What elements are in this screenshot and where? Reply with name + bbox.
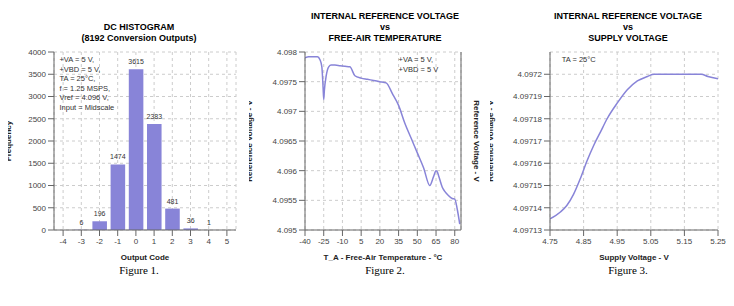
svg-text:4.95: 4.95	[609, 237, 625, 246]
svg-text:3615: 3615	[128, 58, 144, 65]
svg-text:65: 65	[432, 237, 441, 246]
html-text:INTERNAL REFERENCE VOLTAGE vs: INTERNAL REFERENCE VOLTAGE vs FREE-AIR T…	[311, 11, 459, 43]
svg-text:4.0972: 4.0972	[518, 70, 543, 79]
svg-text:4.09718: 4.09718	[513, 115, 542, 124]
svg-text:1: 1	[152, 237, 157, 246]
svg-text:4.097: 4.097	[277, 107, 298, 116]
svg-text:1: 1	[207, 219, 211, 226]
svg-text:Reference Voltage - V: Reference Voltage - V	[249, 100, 254, 182]
svg-text:1474: 1474	[110, 153, 126, 160]
html-text:+VA = 5 V, +VBD = 5 V, TA = 25: +VA = 5 V, +VBD = 5 V, TA = 25°C, f = 1.…	[59, 55, 115, 112]
svg-text:Reference Voltage - V: Reference Voltage - V	[490, 100, 495, 182]
html-text:Figure 2.: Figure 2.	[365, 264, 405, 276]
svg-text:4.0965: 4.0965	[273, 137, 298, 146]
svg-text:-3: -3	[78, 237, 86, 246]
html-text:+VA = 5 V, +VBD = 5 V: +VA = 5 V, +VBD = 5 V	[398, 55, 439, 74]
svg-text:0: 0	[134, 237, 139, 246]
svg-text:-40: -40	[299, 237, 311, 246]
svg-text:0: 0	[42, 226, 47, 235]
svg-text:4.095: 4.095	[277, 226, 298, 235]
svg-text:80: 80	[450, 237, 459, 246]
svg-text:-25: -25	[318, 237, 330, 246]
svg-text:4.09719: 4.09719	[513, 92, 542, 101]
svg-text:2: 2	[170, 237, 175, 246]
html-text:Figure 1.: Figure 1.	[119, 264, 159, 276]
svg-text:-10: -10	[337, 237, 349, 246]
svg-text:T_A - Free-Air Temperature - °: T_A - Free-Air Temperature - °C	[324, 253, 443, 262]
svg-text:2500: 2500	[28, 115, 46, 124]
svg-text:481: 481	[167, 198, 179, 205]
html-text:DC HISTOGRAM (8192 Conversion: DC HISTOGRAM (8192 Conversion Outputs)	[81, 22, 197, 43]
svg-text:4.09716: 4.09716	[513, 159, 542, 168]
svg-text:-4: -4	[60, 237, 68, 246]
svg-text:3500: 3500	[28, 70, 46, 79]
svg-text:4.09713: 4.09713	[513, 226, 542, 235]
svg-text:3000: 3000	[28, 92, 46, 101]
svg-text:4000: 4000	[28, 48, 46, 57]
svg-text:5: 5	[225, 237, 230, 246]
svg-text:5: 5	[359, 237, 364, 246]
svg-text:4.09715: 4.09715	[513, 181, 542, 190]
html-text:TA = 25°C: TA = 25°C	[561, 55, 596, 64]
svg-text:4.0975: 4.0975	[273, 78, 298, 87]
svg-text:5.25: 5.25	[710, 237, 726, 246]
svg-text:196: 196	[94, 210, 106, 217]
svg-text:35: 35	[394, 237, 403, 246]
svg-text:4.09717: 4.09717	[513, 137, 542, 146]
svg-text:2383: 2383	[146, 113, 162, 120]
svg-text:4.096: 4.096	[277, 167, 298, 176]
svg-text:4.098: 4.098	[277, 48, 298, 57]
svg-text:1000: 1000	[28, 181, 46, 190]
svg-text:2000: 2000	[28, 137, 46, 146]
svg-text:Output Code: Output Code	[121, 253, 170, 262]
svg-text:5.05: 5.05	[643, 237, 659, 246]
svg-text:Reference Voltage - V: Reference Voltage - V	[472, 100, 481, 182]
svg-text:1500: 1500	[28, 159, 46, 168]
svg-text:6: 6	[80, 219, 84, 226]
svg-text:36: 36	[187, 217, 195, 224]
svg-text:3: 3	[188, 237, 193, 246]
svg-text:4: 4	[206, 237, 211, 246]
svg-text:Supply Voltage - V: Supply Voltage - V	[599, 253, 669, 262]
svg-text:-2: -2	[96, 237, 104, 246]
html-text:Figure 3.: Figure 3.	[608, 264, 648, 276]
html-text:INTERNAL REFERENCE VOLTAGE vs: INTERNAL REFERENCE VOLTAGE vs SUPPLY VOL…	[554, 11, 702, 43]
svg-text:5.15: 5.15	[677, 237, 693, 246]
svg-text:20: 20	[375, 237, 384, 246]
svg-text:-1: -1	[114, 237, 122, 246]
svg-text:500: 500	[33, 204, 47, 213]
svg-text:4.85: 4.85	[576, 237, 592, 246]
svg-text:4.75: 4.75	[542, 237, 558, 246]
svg-text:4.09714: 4.09714	[513, 204, 542, 213]
svg-text:Frequency: Frequency	[8, 120, 13, 161]
svg-text:4.0955: 4.0955	[273, 196, 298, 205]
svg-text:50: 50	[413, 237, 422, 246]
